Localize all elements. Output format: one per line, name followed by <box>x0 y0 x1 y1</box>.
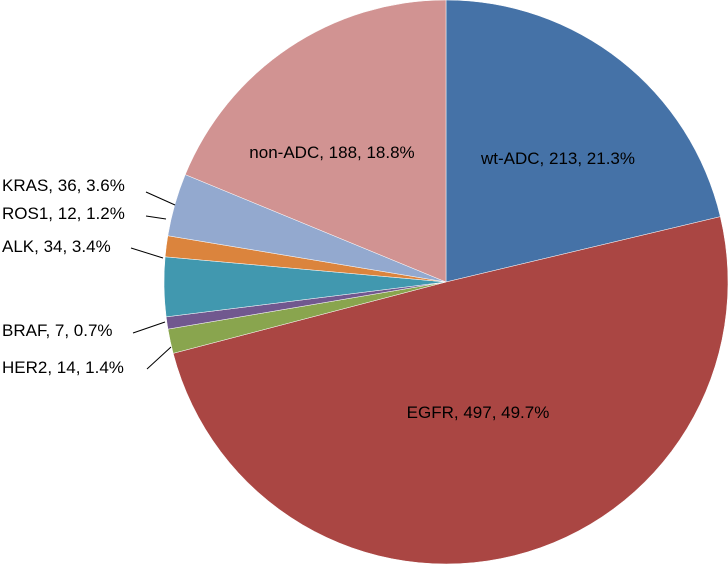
data-label-braf: BRAF, 7, 0.7% <box>2 321 113 340</box>
data-label-wt-adc: wt-ADC, 213, 21.3% <box>480 149 635 168</box>
pie-slice-wt-adc <box>445 0 721 283</box>
leader-line-her2 <box>146 346 172 370</box>
leader-line-kras <box>145 191 176 206</box>
data-label-her2: HER2, 14, 1.4% <box>2 358 124 377</box>
leader-line-braf <box>132 321 166 334</box>
pie-slice-egfr <box>172 216 728 565</box>
data-label-kras: KRAS, 36, 3.6% <box>2 176 125 195</box>
leader-line-alk <box>130 247 164 259</box>
leader-line-ros1 <box>145 215 167 220</box>
pie-slice-non-adc <box>184 0 447 283</box>
data-label-ros1: ROS1, 12, 1.2% <box>2 204 125 223</box>
data-label-non-adc: non-ADC, 188, 18.8% <box>249 143 414 162</box>
data-label-alk: ALK, 34, 3.4% <box>2 237 111 256</box>
data-label-egfr: EGFR, 497, 49.7% <box>407 403 550 422</box>
